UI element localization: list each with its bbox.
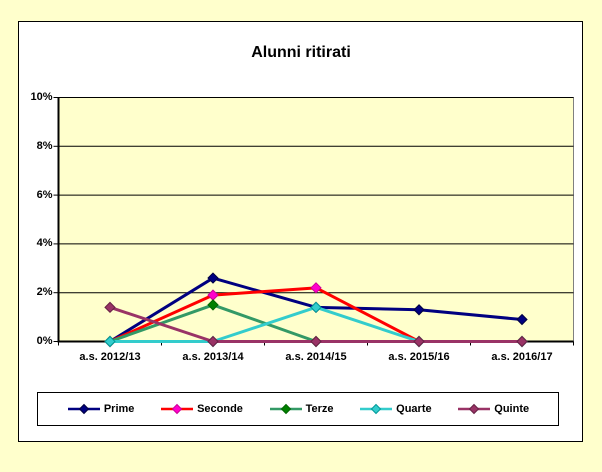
data-point-marker-quarte	[104, 335, 116, 348]
y-axis-tick-label: 8%	[36, 139, 53, 152]
data-point-marker-prime	[413, 304, 425, 316]
legend-item-prime: Prime	[67, 403, 135, 415]
data-point-marker-quinte	[516, 335, 528, 348]
legend-line-marker-icon	[458, 403, 491, 415]
x-axis-tick-label: a.s. 2014/15	[285, 350, 347, 363]
legend-item-label: Quarte	[396, 403, 432, 415]
data-point-marker-prime	[516, 313, 528, 326]
legend-item-label: Terze	[305, 403, 334, 415]
x-axis-tick-label: a.s. 2016/17	[491, 350, 553, 363]
x-axis-tick-label: a.s. 2012/13	[79, 350, 141, 363]
legend-line-marker-icon	[360, 403, 393, 415]
legend-line-marker-icon	[67, 403, 100, 415]
data-point-marker-terze	[207, 299, 219, 311]
legend-line-marker-icon	[161, 403, 194, 415]
plot-area	[58, 97, 574, 342]
legend: Prime Seconde Terze Quarte Quinte	[37, 392, 559, 426]
legend-item-seconde: Seconde	[160, 403, 243, 415]
legend-item-label: Prime	[103, 403, 135, 415]
legend-item-terze: Terze	[269, 403, 334, 415]
legend-item-quinte: Quinte	[457, 403, 529, 415]
x-axis-tick-label: a.s. 2015/16	[388, 350, 450, 363]
legend-item-label: Quinte	[494, 403, 530, 415]
data-point-marker-seconde	[310, 282, 322, 294]
legend-item-quarte: Quarte	[359, 403, 432, 415]
legend-item-label: Seconde	[197, 403, 243, 415]
data-point-marker-quinte	[104, 301, 116, 314]
legend-line-marker-icon	[269, 403, 302, 415]
data-point-marker-quarte	[310, 301, 322, 314]
y-axis-tick-label: 4%	[36, 237, 53, 250]
y-axis-tick-label: 0%	[36, 335, 53, 347]
data-point-marker-prime	[207, 272, 219, 284]
y-axis-tick-label: 10%	[30, 91, 53, 103]
data-point-marker-quinte	[207, 335, 219, 348]
y-axis-tick-label: 6%	[36, 188, 53, 201]
data-point-marker-quinte	[413, 335, 425, 348]
x-axis-tick-label: a.s. 2013/14	[182, 350, 244, 363]
y-axis-tick-label: 2%	[36, 286, 53, 299]
data-point-marker-quinte	[310, 335, 322, 348]
chart-title: Alunni ritirati	[251, 44, 351, 61]
